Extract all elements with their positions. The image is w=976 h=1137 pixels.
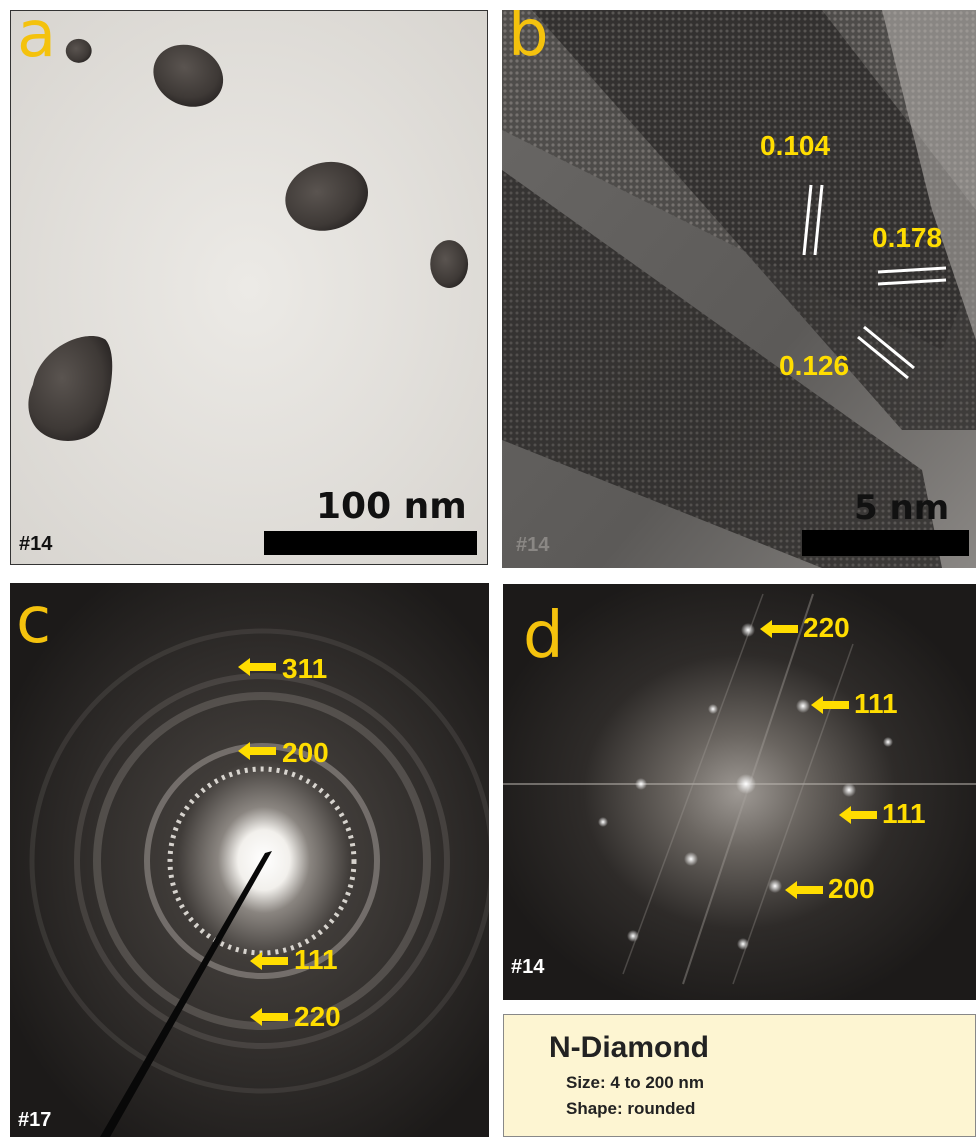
size-info: Size: 4 to 200 nm	[566, 1073, 704, 1092]
panel-letter-b: b	[508, 10, 549, 71]
arrow-icon	[238, 742, 276, 760]
spot-index-label: 200	[828, 873, 875, 904]
sample-tag-b: #14	[516, 534, 550, 556]
scale-bar-b	[802, 530, 969, 556]
spot-index-label: 220	[803, 612, 850, 643]
arrow-icon	[760, 620, 798, 638]
arrow-icon	[238, 658, 276, 676]
scale-label-a: 100 nm	[316, 486, 467, 527]
tem-micrograph	[11, 11, 487, 564]
scale-bar-a	[264, 531, 477, 555]
lattice-spacing-label: 0.104	[760, 130, 831, 161]
hrtem-micrograph	[502, 10, 976, 568]
panel-b-hrtem-image: b 0.104 0.178 0.126 5 nm #14	[502, 10, 976, 568]
scale-label-b: 5 nm	[854, 488, 950, 528]
arrow-icon	[785, 881, 823, 899]
spot-index-label: 111	[854, 688, 898, 719]
lattice-spacing-label: 0.126	[779, 350, 850, 381]
ring-index-label: 111	[294, 944, 338, 975]
shape-info: Shape: rounded	[566, 1099, 696, 1118]
panel-c-diffraction-pattern: c 311 200 111 220 #17	[10, 583, 489, 1137]
panel-d-fft-pattern: d 220 111 111 200 #14	[503, 584, 976, 1000]
ring-index-label: 200	[282, 737, 329, 768]
sample-tag-d: #14	[511, 956, 545, 978]
sample-tag-a: #14	[19, 533, 53, 555]
panel-a-tem-image: a 100 nm #14	[10, 10, 488, 565]
arrow-icon	[250, 1008, 288, 1026]
arrow-icon	[250, 952, 288, 970]
arrow-icon	[839, 806, 877, 824]
ring-index-label: 311	[282, 653, 328, 684]
sample-title: N-Diamond	[549, 1031, 709, 1064]
fft-pattern	[503, 584, 976, 1000]
panel-letter-a: a	[17, 10, 57, 72]
ring-index-label: 220	[294, 1001, 341, 1032]
panel-letter-c: c	[16, 584, 52, 658]
sample-info-box: N-Diamond Size: 4 to 200 nm Shape: round…	[503, 1014, 976, 1137]
lattice-spacing-label: 0.178	[872, 222, 943, 253]
sample-tag-c: #17	[18, 1109, 52, 1131]
arrow-icon	[811, 696, 849, 714]
spot-index-label: 111	[882, 798, 926, 829]
panel-letter-d: d	[523, 599, 564, 673]
